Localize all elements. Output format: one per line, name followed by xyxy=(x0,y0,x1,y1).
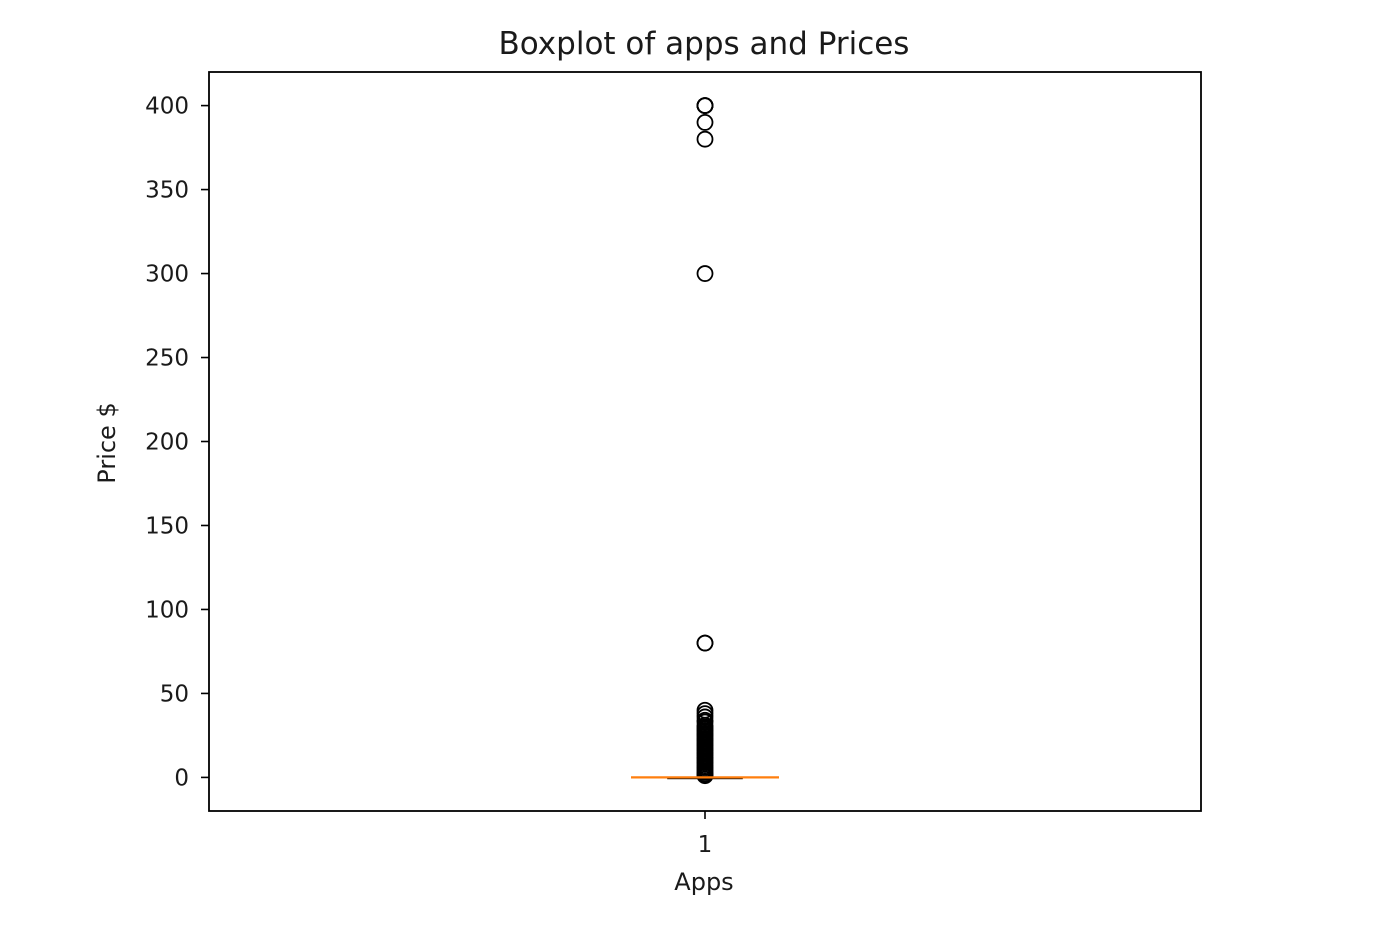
y-tick-label: 100 xyxy=(145,597,189,623)
x-tick-label: 1 xyxy=(698,832,713,858)
outlier-point xyxy=(696,114,714,131)
outlier-point xyxy=(696,130,714,148)
outlier-point xyxy=(696,97,714,115)
y-tick-label: 350 xyxy=(145,178,189,204)
plot-area: 0 50 100 150 200 250 300 350 400 1 xyxy=(145,71,1202,858)
chart-title: Boxplot of apps and Prices xyxy=(499,26,910,62)
y-tick-label: 0 xyxy=(174,765,189,791)
y-tick-label: 300 xyxy=(145,262,189,288)
y-tick-label: 250 xyxy=(145,346,189,372)
y-tick-label: 150 xyxy=(145,513,189,539)
y-tick-label: 50 xyxy=(160,681,189,707)
x-axis-title: Apps xyxy=(674,868,733,896)
y-tick-label: 200 xyxy=(145,430,189,456)
plot-frame xyxy=(208,71,1202,812)
outlier-point xyxy=(696,767,714,785)
y-axis-title: Price $ xyxy=(93,402,121,483)
y-tick-label: 400 xyxy=(145,94,189,120)
outlier-point xyxy=(696,265,714,282)
outlier-point xyxy=(696,634,714,652)
